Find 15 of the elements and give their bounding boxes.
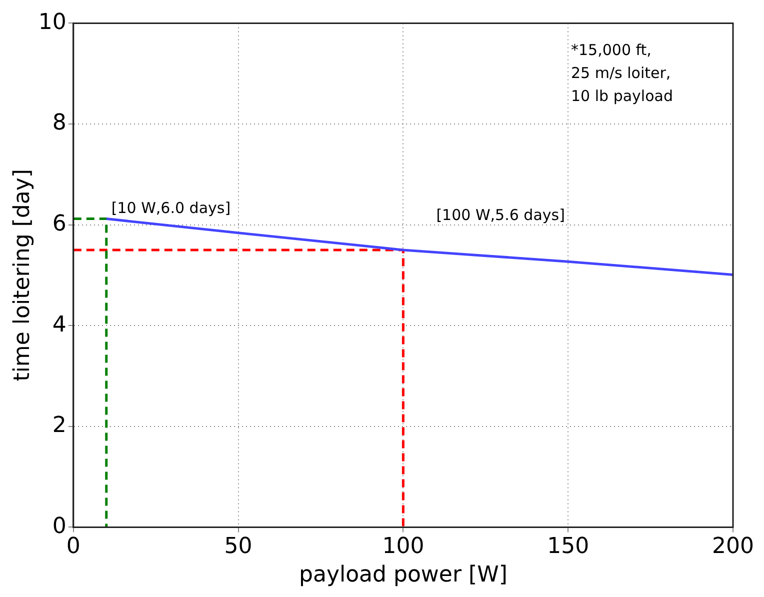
- y-tick-label: 10: [38, 10, 66, 35]
- y-tick-label: 0: [52, 514, 66, 539]
- annotation: [100 W,5.6 days]: [436, 206, 565, 224]
- y-tick-label: 8: [52, 110, 66, 136]
- y-tick-label: 4: [52, 312, 66, 338]
- y-tick-label: 6: [52, 212, 66, 237]
- x-tick-label: 200: [712, 534, 754, 560]
- x-tick-label: 100: [382, 534, 424, 560]
- annotation: [10 W,6.0 days]: [111, 198, 231, 217]
- x-axis-title: payload power [W]: [299, 562, 508, 588]
- x-tick-label: 50: [224, 534, 252, 560]
- annotation: *15,000 ft, 25 m/s loiter, 10 lb payload: [571, 41, 673, 106]
- y-axis-title: time loitering [day]: [10, 169, 35, 382]
- x-tick-label: 150: [547, 534, 590, 560]
- y-tick-label: 2: [52, 413, 66, 438]
